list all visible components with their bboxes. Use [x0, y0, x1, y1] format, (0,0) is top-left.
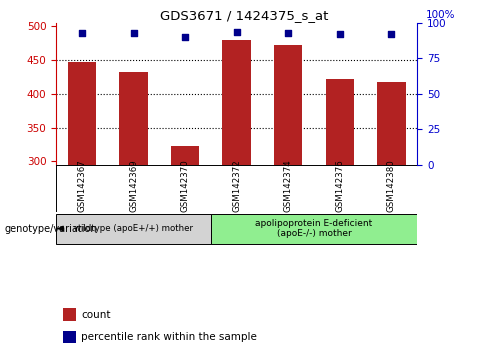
Text: GSM142369: GSM142369: [129, 160, 138, 212]
Bar: [274, 45, 303, 165]
Bar: [171, 147, 199, 165]
Text: percentile rank within the sample: percentile rank within the sample: [81, 332, 257, 342]
Text: GSM142367: GSM142367: [78, 160, 86, 212]
Bar: [56, 214, 211, 244]
Bar: [63, 331, 76, 343]
Text: GSM142374: GSM142374: [284, 160, 293, 212]
Bar: [223, 40, 251, 165]
Point: [336, 32, 344, 37]
Point: [78, 30, 86, 36]
Text: wildtype (apoE+/+) mother: wildtype (apoE+/+) mother: [74, 224, 193, 233]
Text: GSM142372: GSM142372: [232, 160, 241, 212]
Bar: [377, 82, 406, 165]
Point: [233, 29, 241, 34]
Bar: [325, 79, 354, 165]
Text: genotype/variation: genotype/variation: [5, 223, 98, 234]
Text: apolipoprotein E-deficient
(apoE-/-) mother: apolipoprotein E-deficient (apoE-/-) mot…: [255, 219, 373, 238]
Bar: [120, 72, 148, 165]
Bar: [68, 62, 96, 165]
Point: [181, 34, 189, 40]
Text: GSM142376: GSM142376: [335, 160, 345, 212]
Text: count: count: [81, 309, 111, 320]
Bar: [211, 214, 417, 244]
Point: [285, 30, 292, 36]
Text: 100%: 100%: [426, 10, 455, 20]
Bar: [63, 308, 76, 321]
Point: [387, 32, 395, 37]
Text: GDS3671 / 1424375_s_at: GDS3671 / 1424375_s_at: [160, 9, 328, 22]
Text: GSM142370: GSM142370: [181, 160, 190, 212]
Text: GSM142380: GSM142380: [387, 160, 396, 212]
Point: [130, 30, 138, 36]
